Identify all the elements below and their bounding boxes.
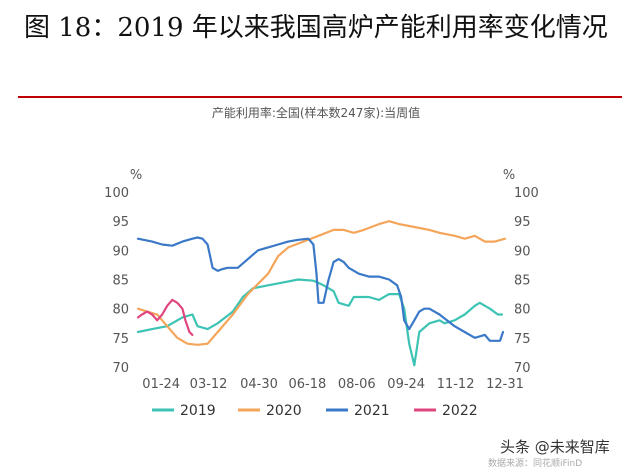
legend-label-2021: 2021 <box>354 403 390 419</box>
x-tick-label: 11-12 <box>437 377 475 392</box>
y-unit-left: % <box>130 168 142 183</box>
y-tick-right: 85 <box>514 274 531 289</box>
chart-subtitle: 产能利用率:全国(样本数247家):当周值 <box>211 106 421 120</box>
series-line-2022 <box>136 298 194 336</box>
x-tick-label: 06-18 <box>288 377 326 392</box>
x-tick-label: 08-06 <box>338 377 376 392</box>
y-tick-left: 70 <box>112 361 129 376</box>
y-tick-left: 95 <box>112 215 129 230</box>
title-rule <box>18 96 622 98</box>
y-tick-right: 75 <box>514 332 531 347</box>
y-tick-right: 90 <box>514 244 531 259</box>
series-line-2019 <box>136 278 504 367</box>
axes-group: 70 70 75 75 80 80 85 85 90 90 95 95 100 100% % 01-24 03-… <box>104 168 539 392</box>
y-tick-left: 90 <box>112 244 129 259</box>
series-line-2021 <box>136 236 505 342</box>
series-group <box>136 220 507 367</box>
y-tick-right: 70 <box>514 361 531 376</box>
y-tick-left: 75 <box>112 332 129 347</box>
watermark-main: 头条 @未来智库 <box>500 438 610 456</box>
y-tick-left: 100 <box>104 186 129 201</box>
y-tick-left: 80 <box>112 303 129 318</box>
series-line-2020 <box>136 220 507 346</box>
legend-label-2019: 2019 <box>180 403 216 419</box>
x-tick-label: 09-24 <box>387 377 425 392</box>
y-tick-right: 95 <box>514 215 531 230</box>
watermark-source: 数据来源：同花顺iFinD <box>488 459 583 469</box>
y-tick-right: 100 <box>514 186 539 201</box>
y-unit-right: % <box>503 168 515 183</box>
x-tick-label: 03-12 <box>190 377 228 392</box>
x-tick-label: 04-30 <box>240 377 278 392</box>
y-tick-left: 85 <box>112 274 129 289</box>
legend-label-2022: 2022 <box>442 403 478 419</box>
x-tick-label: 01-24 <box>142 377 180 392</box>
legend-group: 2019 2020 2021 2022 <box>152 403 478 419</box>
x-tick-label: 12-31 <box>486 377 524 392</box>
legend-label-2020: 2020 <box>266 403 302 419</box>
y-tick-right: 80 <box>514 303 531 318</box>
figure-title: 图 18：2019 年以来我国高炉产能利用率变化情况 <box>24 13 608 43</box>
